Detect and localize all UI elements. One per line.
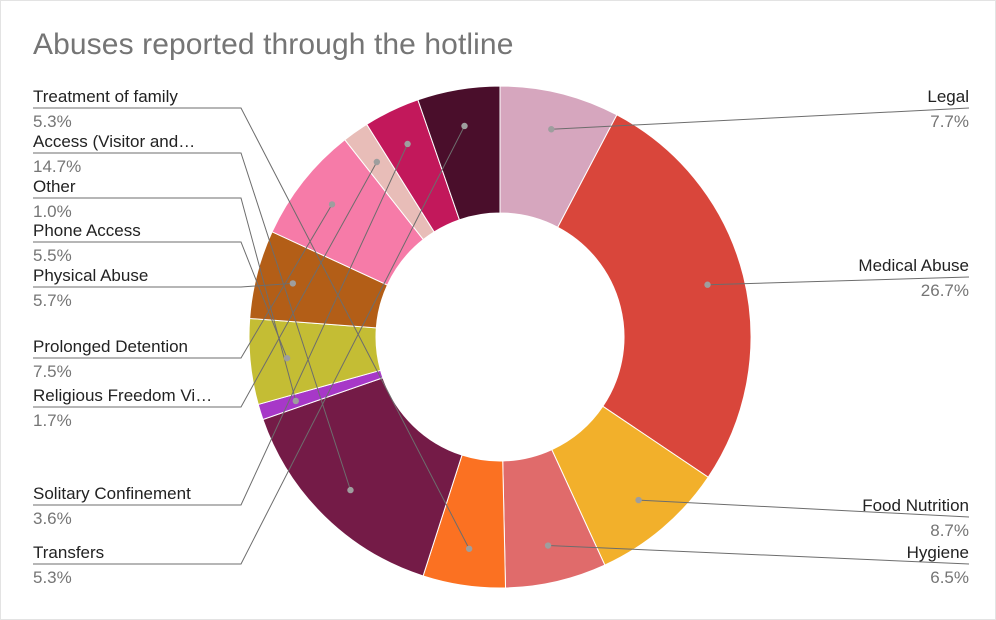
slice-label: Religious Freedom Vi… bbox=[33, 386, 212, 405]
slices-group bbox=[248, 85, 752, 589]
leader-dot bbox=[292, 397, 299, 405]
chart-title: Abuses reported through the hotline bbox=[33, 28, 514, 61]
slice-label: Other bbox=[33, 177, 76, 196]
slice-percent: 7.5% bbox=[33, 362, 72, 381]
leader-dot bbox=[635, 496, 642, 504]
leader-line bbox=[33, 204, 333, 359]
leader-dot bbox=[461, 122, 468, 130]
slice-percent: 26.7% bbox=[921, 281, 969, 300]
leader-line bbox=[33, 143, 409, 506]
slice-label: Food Nutrition bbox=[862, 496, 969, 515]
leader-line bbox=[33, 107, 470, 549]
slice-label: Hygiene bbox=[907, 543, 969, 562]
slice-percent: 1.7% bbox=[33, 411, 72, 430]
leader-line bbox=[548, 545, 970, 565]
slice-percent: 8.7% bbox=[930, 521, 969, 540]
leader-dot bbox=[404, 140, 411, 148]
leader-dot bbox=[544, 542, 552, 549]
slice-label: Treatment of family bbox=[33, 87, 178, 106]
leader-line bbox=[707, 276, 970, 286]
slice-percent: 7.7% bbox=[930, 112, 969, 131]
slice-percent: 6.5% bbox=[930, 568, 969, 587]
leader-dot bbox=[289, 280, 297, 287]
slice-label: Transfers bbox=[33, 543, 104, 562]
slice-percent: 5.7% bbox=[33, 291, 72, 310]
slice-transfers[interactable] bbox=[417, 85, 501, 221]
slice-percent: 14.7% bbox=[33, 157, 81, 176]
leader-line bbox=[33, 152, 351, 491]
slice-percent: 1.0% bbox=[33, 202, 72, 221]
leader-lines-group bbox=[33, 107, 970, 565]
leader-dot bbox=[283, 354, 291, 362]
leader-dot bbox=[328, 201, 336, 208]
slice-medical-abuse[interactable] bbox=[557, 114, 752, 478]
slice-percent: 5.5% bbox=[33, 246, 72, 265]
leader-dot bbox=[373, 158, 381, 166]
slice-label: Physical Abuse bbox=[33, 266, 148, 285]
leader-line bbox=[33, 282, 293, 288]
leader-line bbox=[33, 161, 378, 408]
labels-group: Legal 7.7% Medical Abuse 26.7% Food Nutritio… bbox=[33, 87, 969, 587]
slice-label: Legal bbox=[927, 87, 969, 106]
slice-label: Access (Visitor and… bbox=[33, 132, 195, 151]
slice-access-visitor-and[interactable] bbox=[262, 377, 463, 577]
leader-line bbox=[33, 125, 465, 565]
slice-label: Phone Access bbox=[33, 221, 141, 240]
leader-dot bbox=[548, 126, 555, 133]
slice-label: Solitary Confinement bbox=[33, 484, 191, 503]
leader-line bbox=[638, 499, 970, 518]
slice-percent: 3.6% bbox=[33, 509, 72, 528]
leader-dot bbox=[465, 545, 473, 552]
slice-percent: 5.3% bbox=[33, 112, 72, 131]
slice-label: Prolonged Detention bbox=[33, 337, 188, 356]
slice-percent: 5.3% bbox=[33, 568, 72, 587]
leader-dot bbox=[347, 486, 354, 494]
leader-dot bbox=[704, 281, 711, 288]
slice-label: Medical Abuse bbox=[858, 256, 969, 275]
leader-line bbox=[551, 107, 970, 130]
leader-line bbox=[33, 241, 288, 359]
